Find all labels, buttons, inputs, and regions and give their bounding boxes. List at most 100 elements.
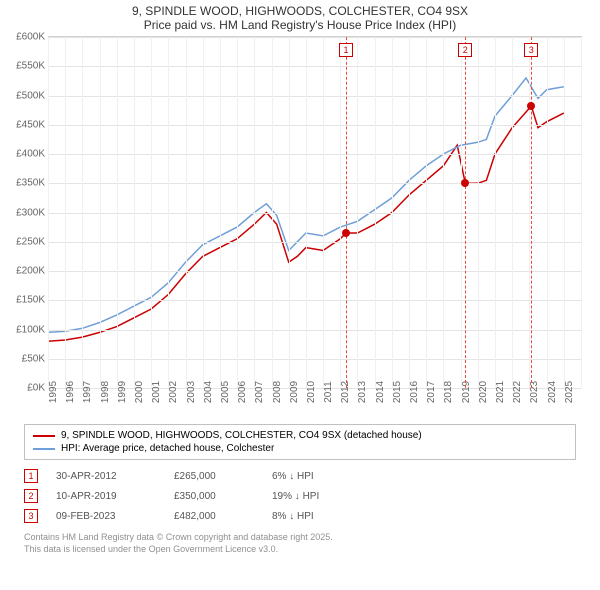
x-gridline <box>65 37 66 388</box>
sales-diff: 8% ↓ HPI <box>272 511 352 522</box>
x-axis-label: 2011 <box>323 381 334 403</box>
sales-date: 09-FEB-2023 <box>56 511 156 522</box>
y-gridline <box>48 37 581 38</box>
x-axis-label: 2018 <box>443 381 454 403</box>
x-gridline <box>340 37 341 388</box>
y-gridline <box>48 300 581 301</box>
plot-region: £0K£50K£100K£150K£200K£250K£300K£350K£40… <box>48 36 582 388</box>
x-axis-label: 2010 <box>306 381 317 403</box>
x-gridline <box>203 37 204 388</box>
x-axis-label: 2025 <box>564 381 575 403</box>
y-axis-label: £250K <box>16 236 45 247</box>
sales-marker: 1 <box>24 469 38 483</box>
y-axis-label: £100K <box>16 324 45 335</box>
marker-line-1 <box>346 37 347 388</box>
sales-price: £265,000 <box>174 471 254 482</box>
x-gridline <box>100 37 101 388</box>
sales-table: 130-APR-2012£265,0006% ↓ HPI210-APR-2019… <box>24 466 576 526</box>
x-gridline <box>82 37 83 388</box>
marker-line-3 <box>531 37 532 388</box>
x-axis-label: 1998 <box>100 381 111 403</box>
x-gridline <box>581 37 582 388</box>
x-axis-label: 2001 <box>151 381 162 403</box>
x-axis-label: 1999 <box>117 381 128 403</box>
x-gridline <box>495 37 496 388</box>
footer-line-1: Contains HM Land Registry data © Crown c… <box>24 532 576 544</box>
y-gridline <box>48 154 581 155</box>
y-gridline <box>48 242 581 243</box>
chart-title-block: 9, SPINDLE WOOD, HIGHWOODS, COLCHESTER, … <box>0 0 600 34</box>
x-axis-label: 2020 <box>478 381 489 403</box>
marker-box-1: 1 <box>339 43 353 57</box>
x-gridline <box>289 37 290 388</box>
sales-price: £350,000 <box>174 491 254 502</box>
x-gridline <box>512 37 513 388</box>
x-axis-label: 1996 <box>65 381 76 403</box>
x-gridline <box>392 37 393 388</box>
sale-dot-2 <box>461 179 469 187</box>
x-axis-label: 2005 <box>220 381 231 403</box>
y-gridline <box>48 330 581 331</box>
x-axis-label: 2004 <box>203 381 214 403</box>
x-gridline <box>151 37 152 388</box>
y-axis-label: £500K <box>16 90 45 101</box>
sales-row: 3 09-FEB-2023 £482,000 8% ↓ HPI <box>24 506 576 526</box>
sales-price: £482,000 <box>174 511 254 522</box>
x-gridline <box>186 37 187 388</box>
x-axis-label: 1997 <box>82 381 93 403</box>
x-axis-label: 2009 <box>289 381 300 403</box>
y-axis-label: £600K <box>16 32 45 43</box>
legend: 9, SPINDLE WOOD, HIGHWOODS, COLCHESTER, … <box>24 424 576 460</box>
y-axis-label: £400K <box>16 149 45 160</box>
sales-date: 10-APR-2019 <box>56 491 156 502</box>
y-axis-label: £450K <box>16 119 45 130</box>
y-axis-label: £50K <box>22 353 45 364</box>
footer: Contains HM Land Registry data © Crown c… <box>24 532 576 555</box>
x-axis-label: 2017 <box>426 381 437 403</box>
x-gridline <box>134 37 135 388</box>
sales-marker: 3 <box>24 509 38 523</box>
legend-label: HPI: Average price, detached house, Colc… <box>61 443 274 454</box>
sales-row: 1 30-APR-2012 £265,000 6% ↓ HPI <box>24 466 576 486</box>
x-axis-label: 2006 <box>237 381 248 403</box>
x-axis-label: 2014 <box>375 381 386 403</box>
x-axis-label: 1995 <box>48 381 59 403</box>
title-line-2: Price paid vs. HM Land Registry's House … <box>0 18 600 32</box>
marker-line-2 <box>465 37 466 388</box>
x-gridline <box>323 37 324 388</box>
legend-swatch <box>33 448 55 450</box>
sales-date: 30-APR-2012 <box>56 471 156 482</box>
footer-line-2: This data is licensed under the Open Gov… <box>24 544 576 556</box>
x-axis-label: 2007 <box>254 381 265 403</box>
x-axis-label: 2000 <box>134 381 145 403</box>
x-gridline <box>48 37 49 388</box>
x-gridline <box>426 37 427 388</box>
x-gridline <box>168 37 169 388</box>
legend-row: 9, SPINDLE WOOD, HIGHWOODS, COLCHESTER, … <box>33 429 567 442</box>
x-gridline <box>375 37 376 388</box>
x-gridline <box>357 37 358 388</box>
x-gridline <box>564 37 565 388</box>
x-axis-label: 2016 <box>409 381 420 403</box>
x-gridline <box>306 37 307 388</box>
legend-row: HPI: Average price, detached house, Colc… <box>33 442 567 455</box>
x-axis-label: 2021 <box>495 381 506 403</box>
sales-diff: 6% ↓ HPI <box>272 471 352 482</box>
marker-box-3: 3 <box>524 43 538 57</box>
sale-dot-1 <box>342 229 350 237</box>
sales-row: 210-APR-2019£350,00019% ↓ HPI <box>24 486 576 506</box>
y-axis-label: £300K <box>16 207 45 218</box>
x-axis-label: 2022 <box>512 381 523 403</box>
x-gridline <box>547 37 548 388</box>
sale-dot-3 <box>527 102 535 110</box>
title-line-1: 9, SPINDLE WOOD, HIGHWOODS, COLCHESTER, … <box>0 4 600 18</box>
sales-diff: 19% ↓ HPI <box>272 491 352 502</box>
y-gridline <box>48 66 581 67</box>
x-gridline <box>117 37 118 388</box>
x-gridline <box>272 37 273 388</box>
x-gridline <box>237 37 238 388</box>
x-gridline <box>254 37 255 388</box>
x-axis-label: 2003 <box>186 381 197 403</box>
y-gridline <box>48 125 581 126</box>
x-axis-label: 2024 <box>547 381 558 403</box>
